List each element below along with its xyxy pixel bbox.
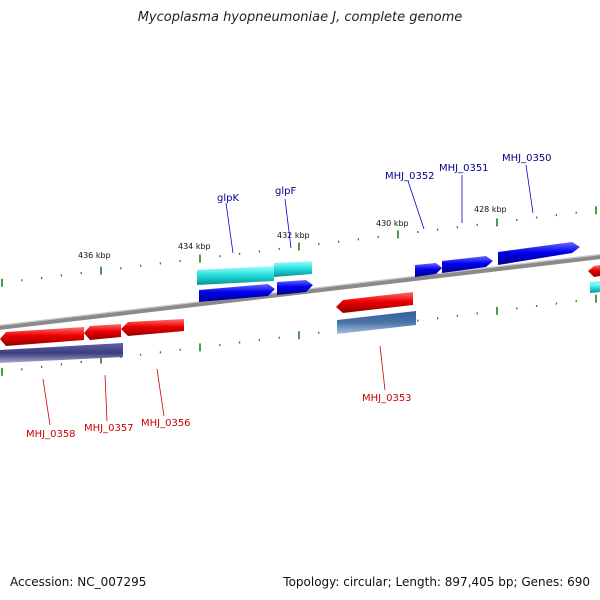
accession-text: Accession: NC_007295 <box>10 575 147 589</box>
leader-MHJ_0353 <box>379 345 386 391</box>
tick-label-434: 434 kbp <box>178 242 211 251</box>
genome-stats-text: Topology: circular; Length: 897,405 bp; … <box>283 575 590 589</box>
leader-MHJ_0358 <box>42 378 51 426</box>
cds-MHJ_0358-0357[interactable] <box>0 343 123 363</box>
leader-MHJ_0357 <box>104 374 108 422</box>
leader-MHJ_0352 <box>407 180 425 230</box>
gene-label-MHJ_0357: MHJ_0357 <box>84 423 134 434</box>
gene-MHJ_0358[interactable] <box>0 327 84 346</box>
gene-label-glpF: glpF <box>275 186 296 197</box>
gene-label-MHJ_0352: MHJ_0352 <box>385 171 435 182</box>
gene-label-MHJ_0353: MHJ_0353 <box>362 393 412 404</box>
gene-glpF[interactable] <box>274 261 312 277</box>
gene-MHJ_0350[interactable] <box>498 242 580 265</box>
gene-glpK[interactable] <box>197 266 274 285</box>
tick-label-436: 436 kbp <box>78 251 111 260</box>
leader-MHJ_0356 <box>156 368 165 417</box>
upper-tick-track <box>1 206 597 287</box>
gene-MHJ_0351[interactable] <box>442 256 493 273</box>
gene-edge-reverse <box>588 265 600 277</box>
gene-label-MHJ_0350: MHJ_0350 <box>502 153 552 164</box>
tick-label-432: 432 kbp <box>277 231 310 240</box>
cds-glpF[interactable] <box>277 280 313 295</box>
leader-glpF <box>284 198 292 249</box>
tick-label-430: 430 kbp <box>376 219 409 228</box>
gene-label-MHJ_0356: MHJ_0356 <box>141 418 191 429</box>
gene-MHJ_0356[interactable] <box>121 319 184 336</box>
leader-MHJ_0350 <box>525 164 534 214</box>
leader-glpK <box>225 202 234 254</box>
gene-MHJ_0357[interactable] <box>84 324 121 340</box>
gene-label-MHJ_0351: MHJ_0351 <box>439 163 489 174</box>
gene-label-glpK: glpK <box>217 193 239 204</box>
tick-label-428: 428 kbp <box>474 205 507 214</box>
gene-label-MHJ_0358: MHJ_0358 <box>26 429 76 440</box>
gene-MHJ_0352[interactable] <box>415 263 442 277</box>
cds-glpK[interactable] <box>199 284 275 302</box>
gene-MHJ_0353[interactable] <box>336 292 413 313</box>
map-title: Mycoplasma hyopneumoniae J, complete gen… <box>137 10 463 25</box>
cds-MHJ_0353[interactable] <box>337 311 416 334</box>
cds-edge-forward <box>590 283 600 293</box>
